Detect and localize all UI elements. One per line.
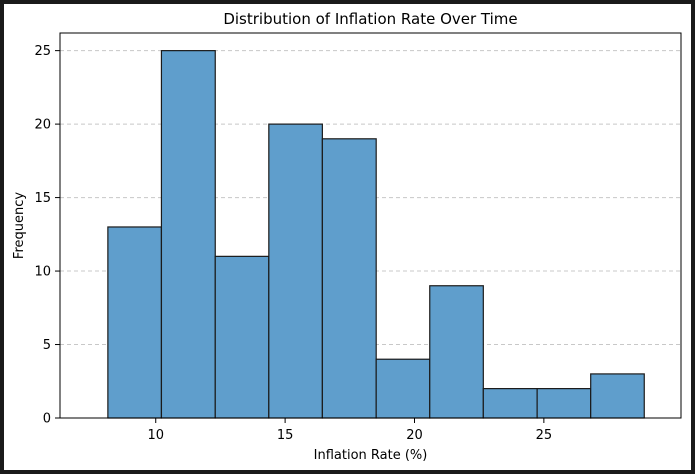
y-tick-label: 5 (43, 338, 51, 353)
x-tick-label: 10 (147, 428, 164, 443)
x-tick-label: 15 (277, 428, 294, 443)
histogram-bar (536, 388, 592, 419)
histogram-bar (107, 226, 163, 419)
y-tick-label: 0 (43, 412, 51, 427)
histogram-bar (482, 388, 538, 419)
x-axis-label: Inflation Rate (%) (314, 448, 428, 463)
y-tick-label: 20 (34, 118, 51, 133)
histogram-bars (107, 50, 645, 419)
chart-frame: 10 15 20 25 0 5 10 15 20 25 Distribution of Infl… (4, 4, 691, 470)
y-tick-label: 15 (34, 191, 51, 206)
histogram-bar (160, 50, 216, 419)
x-axis-ticks: 10 15 20 25 (147, 418, 552, 443)
histogram-bar (375, 358, 431, 419)
chart-title: Distribution of Inflation Rate Over Time (223, 10, 517, 28)
histogram-bar (268, 123, 323, 419)
x-tick-label: 25 (536, 428, 553, 443)
histogram-bar (429, 285, 484, 419)
histogram-chart: 10 15 20 25 0 5 10 15 20 25 Distribution of Infl… (12, 10, 682, 463)
y-tick-label: 10 (34, 265, 51, 280)
y-axis-ticks: 0 5 10 15 20 25 (34, 44, 60, 427)
y-axis-label: Frequency (12, 192, 27, 259)
x-tick-label: 20 (406, 428, 423, 443)
histogram-bar (590, 373, 645, 419)
y-tick-label: 25 (34, 44, 51, 59)
histogram-bar (214, 255, 270, 419)
histogram-bar (321, 138, 377, 419)
plot-area-border (59, 32, 682, 419)
